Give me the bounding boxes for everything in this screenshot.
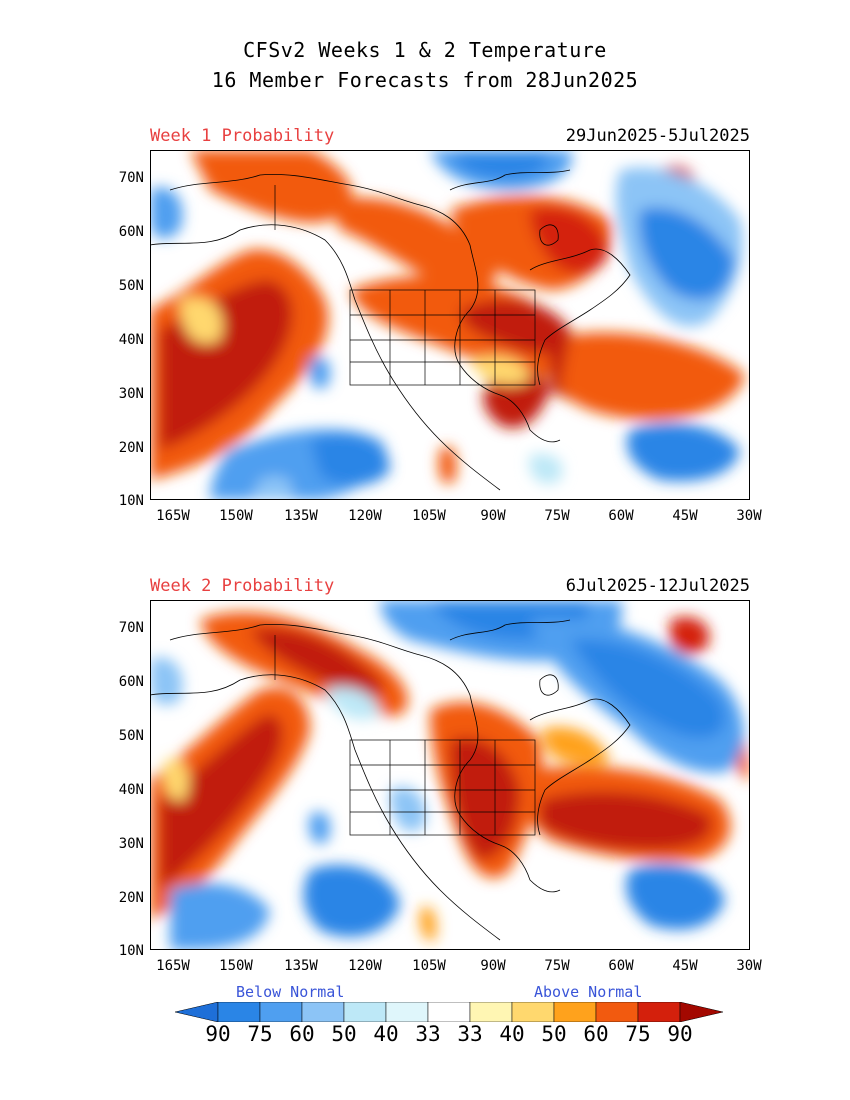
p1-lat-tick: 10N xyxy=(118,493,144,509)
legend-value: 90 xyxy=(205,1022,231,1046)
p2-lat-tick: 40N xyxy=(118,782,144,798)
p1-lon-tick: 105W xyxy=(412,508,446,524)
legend-swatch xyxy=(301,1002,345,1022)
p1-lon-tick: 90W xyxy=(480,508,506,524)
p1-lat-tick: 30N xyxy=(118,386,144,402)
legend-swatch xyxy=(595,1002,639,1022)
legend-swatch xyxy=(553,1002,597,1022)
p2-lat-tick: 20N xyxy=(118,890,144,906)
legend-swatch xyxy=(385,1002,429,1022)
p1-lat-tick: 70N xyxy=(118,170,144,186)
week2-map xyxy=(150,600,750,950)
p1-lon-tick: 135W xyxy=(284,508,318,524)
p1-lat-tick: 40N xyxy=(118,332,144,348)
legend-swatch xyxy=(511,1002,555,1022)
p1-lat-tick: 50N xyxy=(118,278,144,294)
legend-swatch xyxy=(637,1002,681,1022)
legend-value: 90 xyxy=(667,1022,693,1046)
p1-lon-tick: 75W xyxy=(544,508,570,524)
p2-lon-tick: 75W xyxy=(544,958,570,974)
legend-value: 50 xyxy=(541,1022,567,1046)
legend-below-label: Below Normal xyxy=(236,983,345,1001)
title-line-1: CFSv2 Weeks 1 & 2 Temperature xyxy=(243,38,607,62)
legend-swatch xyxy=(427,1002,471,1022)
p1-lon-tick: 165W xyxy=(156,508,190,524)
legend-swatch xyxy=(343,1002,387,1022)
legend-value: 75 xyxy=(247,1022,273,1046)
legend-value: 40 xyxy=(373,1022,399,1046)
legend-value: 60 xyxy=(583,1022,609,1046)
legend-arrow-left xyxy=(175,1002,219,1022)
p2-lon-tick: 150W xyxy=(219,958,253,974)
legend-value: 60 xyxy=(289,1022,315,1046)
p1-lon-tick: 60W xyxy=(608,508,634,524)
p2-lon-tick: 60W xyxy=(608,958,634,974)
p2-lon-tick: 45W xyxy=(672,958,698,974)
week2-label: Week 2 Probability xyxy=(150,576,335,596)
week1-map xyxy=(150,150,750,500)
p2-lat-tick: 70N xyxy=(118,620,144,636)
legend-value: 33 xyxy=(415,1022,441,1046)
p2-lon-tick: 120W xyxy=(348,958,382,974)
legend-swatch xyxy=(259,1002,303,1022)
legend-value: 33 xyxy=(457,1022,483,1046)
p2-lon-tick: 30W xyxy=(736,958,762,974)
p1-lon-tick: 120W xyxy=(348,508,382,524)
legend-above-label: Above Normal xyxy=(534,983,643,1001)
legend-value: 40 xyxy=(499,1022,525,1046)
color-legend-bar xyxy=(175,1002,724,1022)
legend-arrow-right xyxy=(679,1002,724,1022)
legend-value: 75 xyxy=(625,1022,651,1046)
p2-lat-tick: 10N xyxy=(118,943,144,959)
p1-lat-tick: 20N xyxy=(118,440,144,456)
p2-lat-tick: 30N xyxy=(118,836,144,852)
legend-swatch xyxy=(217,1002,261,1022)
p2-lon-tick: 90W xyxy=(480,958,506,974)
p1-lon-tick: 150W xyxy=(219,508,253,524)
p2-lat-tick: 60N xyxy=(118,674,144,690)
p2-lon-tick: 165W xyxy=(156,958,190,974)
p2-lat-tick: 50N xyxy=(118,728,144,744)
title-line-2: 16 Member Forecasts from 28Jun2025 xyxy=(211,68,639,92)
p2-lon-tick: 135W xyxy=(284,958,318,974)
p1-lat-tick: 60N xyxy=(118,224,144,240)
p1-lon-tick: 30W xyxy=(736,508,762,524)
legend-swatch xyxy=(469,1002,513,1022)
p2-lon-tick: 105W xyxy=(412,958,446,974)
week1-label: Week 1 Probability xyxy=(150,126,335,146)
week1-dates: 29Jun2025-5Jul2025 xyxy=(565,126,750,146)
p1-lon-tick: 45W xyxy=(672,508,698,524)
legend-value: 50 xyxy=(331,1022,357,1046)
week2-dates: 6Jul2025-12Jul2025 xyxy=(565,576,750,596)
